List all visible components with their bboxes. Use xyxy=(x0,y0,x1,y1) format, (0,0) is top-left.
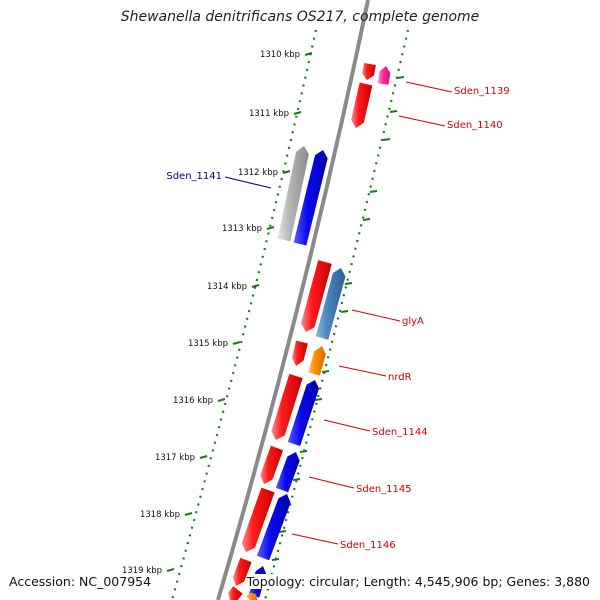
kbp-tick-mark xyxy=(166,567,175,573)
label-leader-line xyxy=(224,176,272,189)
gene-arrow[interactable] xyxy=(293,150,328,246)
map-title: Shewanella denitrificans OS217, complete… xyxy=(120,9,480,25)
label-leader-line xyxy=(398,115,446,127)
minor-tick-mark xyxy=(369,190,378,193)
gene-arrow[interactable] xyxy=(377,66,391,85)
gene-label[interactable]: nrdR xyxy=(388,372,412,383)
gene-labels: Sden_1139 Sden_1140 Sden_1141 glyA nrdR Sden_… xyxy=(166,81,510,551)
label-leader-line xyxy=(405,81,453,93)
gene-label[interactable]: Sden_1141 xyxy=(166,171,222,182)
label-leader-line xyxy=(323,419,371,432)
gene-arrow[interactable] xyxy=(241,487,275,552)
label-leader-line xyxy=(291,533,339,545)
minor-tick-mark xyxy=(362,218,371,221)
gene-arrow[interactable] xyxy=(271,373,303,440)
gene-arrow[interactable] xyxy=(301,260,332,332)
gene-arrow[interactable] xyxy=(315,268,346,340)
kbp-tick-mark xyxy=(293,110,302,116)
gene-label[interactable]: Sden_1139 xyxy=(454,86,510,97)
gene-arrow[interactable] xyxy=(362,62,376,80)
kbp-tick-label: 1310 kbp xyxy=(260,50,300,60)
kbp-tick-mark xyxy=(184,511,193,517)
gene-arrow[interactable] xyxy=(277,146,309,242)
kbp-tick-label: 1313 kbp xyxy=(222,224,262,234)
minor-tick-mark xyxy=(344,282,353,285)
gene-arrow[interactable] xyxy=(260,445,284,484)
gene-arrow[interactable] xyxy=(246,592,258,600)
minor-tick-mark xyxy=(389,110,398,113)
label-leader-line xyxy=(338,365,387,377)
gene-features xyxy=(228,62,391,600)
minor-tick-mark xyxy=(271,558,280,561)
minor-tick-mark xyxy=(382,138,391,141)
gene-label[interactable]: Sden_1144 xyxy=(372,427,428,438)
kbp-tick-label: 1317 kbp xyxy=(155,453,195,463)
gene-arrow[interactable] xyxy=(232,557,252,586)
gene-arrow[interactable] xyxy=(291,340,308,366)
label-leader-line xyxy=(308,476,355,489)
kbp-tick-mark xyxy=(266,225,275,231)
kbp-tick-label: 1315 kbp xyxy=(188,339,228,349)
kbp-tick-mark xyxy=(282,169,291,175)
kbp-tick-label: 1319 kbp xyxy=(122,566,162,576)
gene-arrow[interactable] xyxy=(228,586,243,600)
kbp-ticks: 1310 kbp 1311 kbp 1312 kbp 1313 kbp 1314 kbp… xyxy=(122,50,405,576)
kbp-tick-mark xyxy=(232,340,241,346)
kbp-tick-label: 1314 kbp xyxy=(207,282,247,292)
gene-arrow[interactable] xyxy=(275,452,300,493)
kbp-tick-label: 1312 kbp xyxy=(238,168,278,178)
minor-tick-mark xyxy=(299,450,308,453)
minor-tick-mark xyxy=(292,478,301,481)
gene-arrow[interactable] xyxy=(256,494,291,561)
kbp-tick-mark xyxy=(199,454,208,460)
minor-tick-mark xyxy=(278,530,287,533)
label-leader-line xyxy=(351,309,401,322)
genome-summary: Topology: circular; Length: 4,545,906 bp… xyxy=(246,574,590,589)
kbp-tick-label: 1316 kbp xyxy=(173,396,213,406)
kbp-tick-mark xyxy=(304,51,313,57)
kbp-tick-label: 1318 kbp xyxy=(140,510,180,520)
kbp-tick-mark xyxy=(217,397,226,403)
kbp-tick-mark xyxy=(251,283,260,289)
accession-text: Accession: NC_007954 xyxy=(9,574,152,589)
minor-tick-mark xyxy=(340,310,349,313)
gene-arrow[interactable] xyxy=(308,346,326,376)
minor-tick-mark xyxy=(396,76,405,79)
gene-label[interactable]: Sden_1140 xyxy=(447,120,503,131)
gene-arrow[interactable] xyxy=(287,380,319,447)
minor-tick-mark xyxy=(321,370,330,373)
gene-arrow[interactable] xyxy=(351,82,373,128)
kbp-tick-label: 1311 kbp xyxy=(249,109,289,119)
genome-backbone xyxy=(216,0,370,600)
gene-label[interactable]: glyA xyxy=(402,316,424,327)
gene-label[interactable]: Sden_1146 xyxy=(340,540,396,551)
gene-label[interactable]: Sden_1145 xyxy=(356,484,412,495)
minor-tick-mark xyxy=(314,398,323,401)
